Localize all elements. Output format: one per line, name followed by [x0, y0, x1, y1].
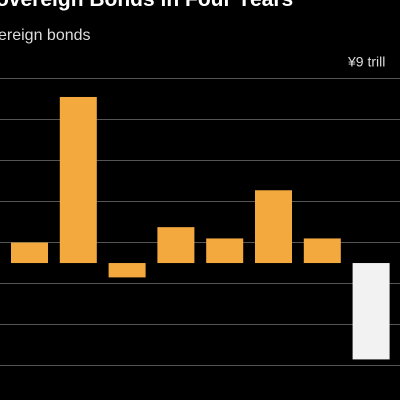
chart-subtitle: ereign bonds — [0, 27, 91, 44]
bar — [59, 96, 97, 264]
bar — [11, 242, 48, 264]
bar — [157, 227, 195, 264]
bar — [352, 263, 390, 360]
bar — [255, 190, 292, 264]
bar — [206, 238, 244, 264]
y-tick-label: ¥9 trill — [347, 54, 385, 70]
bar — [108, 263, 146, 278]
chart-title: overeign Bonds in Four Years — [0, 0, 293, 11]
bar — [303, 238, 341, 264]
